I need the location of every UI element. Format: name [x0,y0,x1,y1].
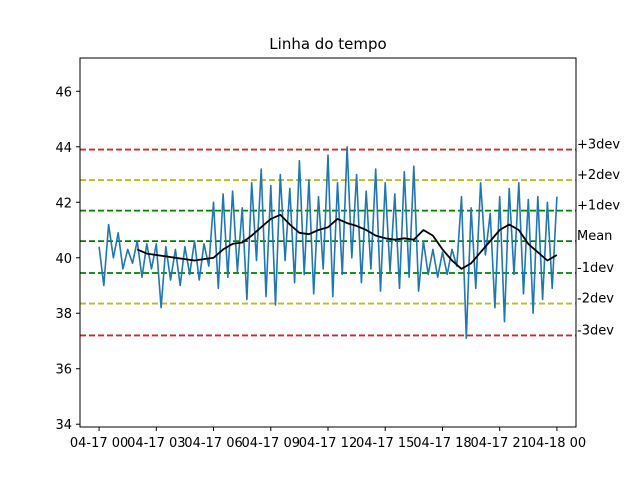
y-tick-label: 44 [55,141,72,156]
raw-series-line [98,146,558,340]
y-tick-label: 38 [55,307,72,322]
reference-line-label: +1dev [577,199,620,214]
x-tick-label: 04-17 21 [470,436,528,451]
y-tick-label: 36 [55,363,72,378]
x-tick-label: 04-17 03 [127,436,185,451]
x-tick-label: 04-17 06 [184,436,242,451]
reference-line-label: -3dev [577,323,614,338]
x-tick-label: 04-17 12 [299,436,357,451]
reference-line-label: +2dev [577,168,620,183]
y-tick-label: 46 [55,85,72,100]
y-tick-label: 34 [55,418,72,433]
x-tick-label: 04-17 00 [70,436,128,451]
chart-title: Linha do tempo [269,35,386,53]
x-tick-label: 04-17 15 [356,436,414,451]
x-tick-label: 04-18 00 [528,436,586,451]
y-tick-label: 40 [55,252,72,267]
reference-line-label: -2dev [577,292,614,307]
x-tick-label: 04-17 09 [242,436,300,451]
moving-average-line [136,213,558,270]
reference-lines [80,148,576,337]
series-layer [98,146,558,340]
reference-line-labels: +3dev +2dev +1dev Mean -1dev -2dev -3dev [577,138,620,339]
reference-line-label: Mean [577,229,612,244]
reference-line-label: +3dev [577,138,620,153]
x-tick-label: 04-17 18 [413,436,471,451]
y-axis: 34 36 38 40 42 44 46 [55,85,80,433]
y-tick-label: 42 [55,196,72,211]
reference-line-label: -1dev [577,261,614,276]
